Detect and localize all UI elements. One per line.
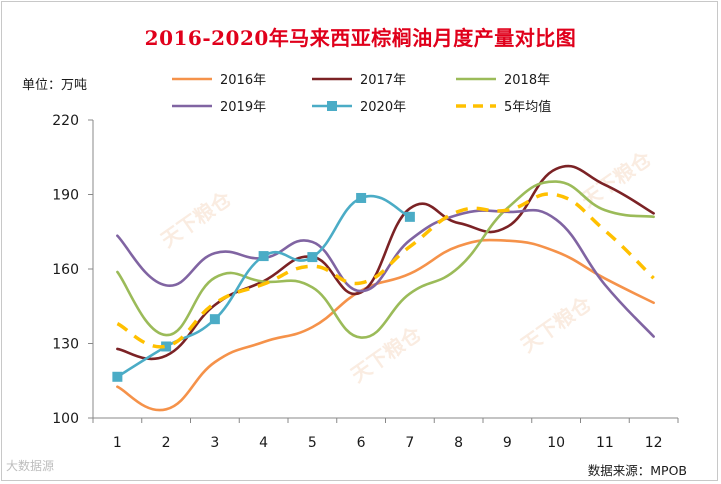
series-marker-5 bbox=[356, 192, 367, 203]
y-tick-label: 160 bbox=[52, 262, 79, 278]
plot-watermark: 天下粮仓 bbox=[516, 291, 596, 357]
legend-label: 2017年 bbox=[360, 73, 406, 88]
corner-watermark: 大数据源 bbox=[6, 459, 55, 473]
y-tick-label: 190 bbox=[52, 188, 79, 204]
legend-label: 2016年 bbox=[220, 73, 266, 88]
legend-label: 2019年 bbox=[220, 100, 266, 115]
legend-label: 5年均值 bbox=[504, 99, 551, 115]
legend-marker bbox=[327, 101, 337, 111]
series-marker-5 bbox=[307, 252, 318, 263]
y-tick-label: 220 bbox=[52, 113, 79, 129]
x-tick-label: 7 bbox=[405, 435, 414, 451]
x-tick-label: 11 bbox=[596, 435, 614, 451]
series-line-1 bbox=[116, 238, 655, 412]
source-label: 数据来源：MPOB bbox=[587, 463, 687, 478]
y-tick-label: 100 bbox=[52, 411, 79, 427]
x-tick-label: 5 bbox=[308, 435, 317, 451]
plot-watermark: 天下粮仓 bbox=[156, 186, 236, 252]
plot-watermark: 天下粮仓 bbox=[346, 321, 426, 387]
series-line-6 bbox=[116, 192, 655, 349]
series-marker-5 bbox=[161, 341, 172, 352]
series-marker-5 bbox=[209, 314, 220, 325]
chart-title: 2016-2020年马来西亚棕榈油月度产量对比图 bbox=[144, 26, 577, 50]
series-marker-5 bbox=[258, 251, 269, 262]
series-line-3 bbox=[116, 180, 655, 339]
x-tick-label: 8 bbox=[454, 435, 463, 451]
series-marker-5 bbox=[112, 371, 123, 382]
legend-label: 2020年 bbox=[360, 100, 406, 115]
series-marker-5 bbox=[404, 211, 415, 222]
x-tick-label: 4 bbox=[259, 435, 268, 451]
series-line-4 bbox=[116, 208, 655, 338]
x-tick-label: 3 bbox=[210, 435, 219, 451]
x-tick-label: 1 bbox=[113, 435, 122, 451]
x-tick-label: 12 bbox=[645, 435, 663, 451]
x-tick-label: 2 bbox=[162, 435, 171, 451]
plot-watermark: 天下粮仓 bbox=[576, 146, 656, 212]
series-line-2 bbox=[116, 164, 655, 361]
x-tick-label: 10 bbox=[547, 435, 565, 451]
unit-label: 单位：万吨 bbox=[22, 78, 88, 93]
x-tick-label: 6 bbox=[357, 435, 366, 451]
y-tick-label: 130 bbox=[52, 337, 79, 353]
x-tick-label: 9 bbox=[503, 435, 512, 451]
legend-label: 2018年 bbox=[504, 73, 550, 88]
